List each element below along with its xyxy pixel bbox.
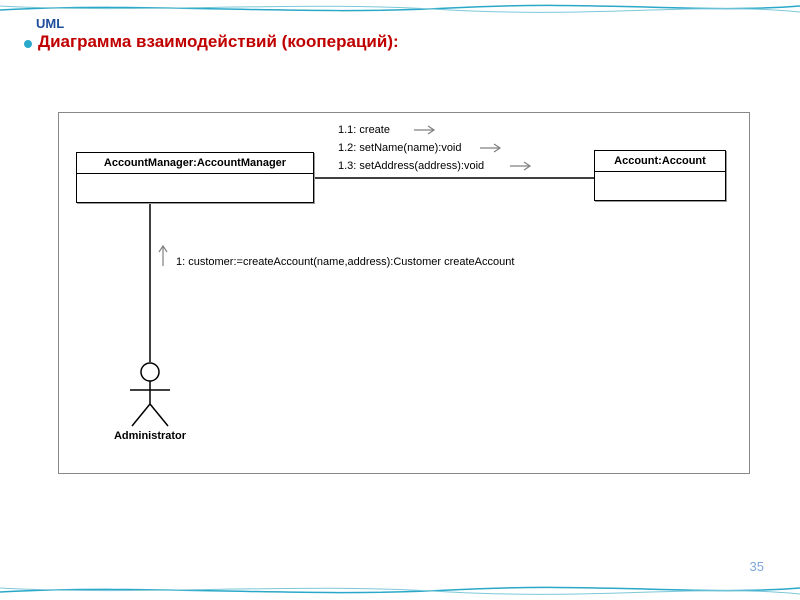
msg-1-2-arrow-icon [478,142,508,154]
node-account: Account:Account [594,150,726,201]
msg-1-3-arrow-icon [508,160,538,172]
msg-1: 1: customer:=createAccount(name,address)… [176,256,514,268]
wave-bottom [0,584,800,600]
uml-label: UML [36,16,64,31]
bullet-icon [24,40,32,48]
page-number: 35 [750,559,764,574]
node-account-manager: AccountManager:AccountManager [76,152,314,203]
actor-administrator-icon [112,360,188,430]
msg-1-1-arrow-icon [412,124,442,136]
node-account-manager-label: AccountManager:AccountManager [77,153,313,174]
msg-1-arrow-icon [156,240,170,270]
node-account-label: Account:Account [595,151,725,172]
msg-1-1: 1.1: create [338,124,390,136]
slide: UML Диаграмма взаимодействий (коопераций… [0,0,800,600]
slide-title: Диаграмма взаимодействий (коопераций): [38,32,399,52]
wave-top [0,0,800,16]
actor-administrator-label: Administrator [100,430,200,442]
msg-1-3: 1.3: setAddress(address):void [338,160,484,172]
msg-1-2: 1.2: setName(name):void [338,142,462,154]
